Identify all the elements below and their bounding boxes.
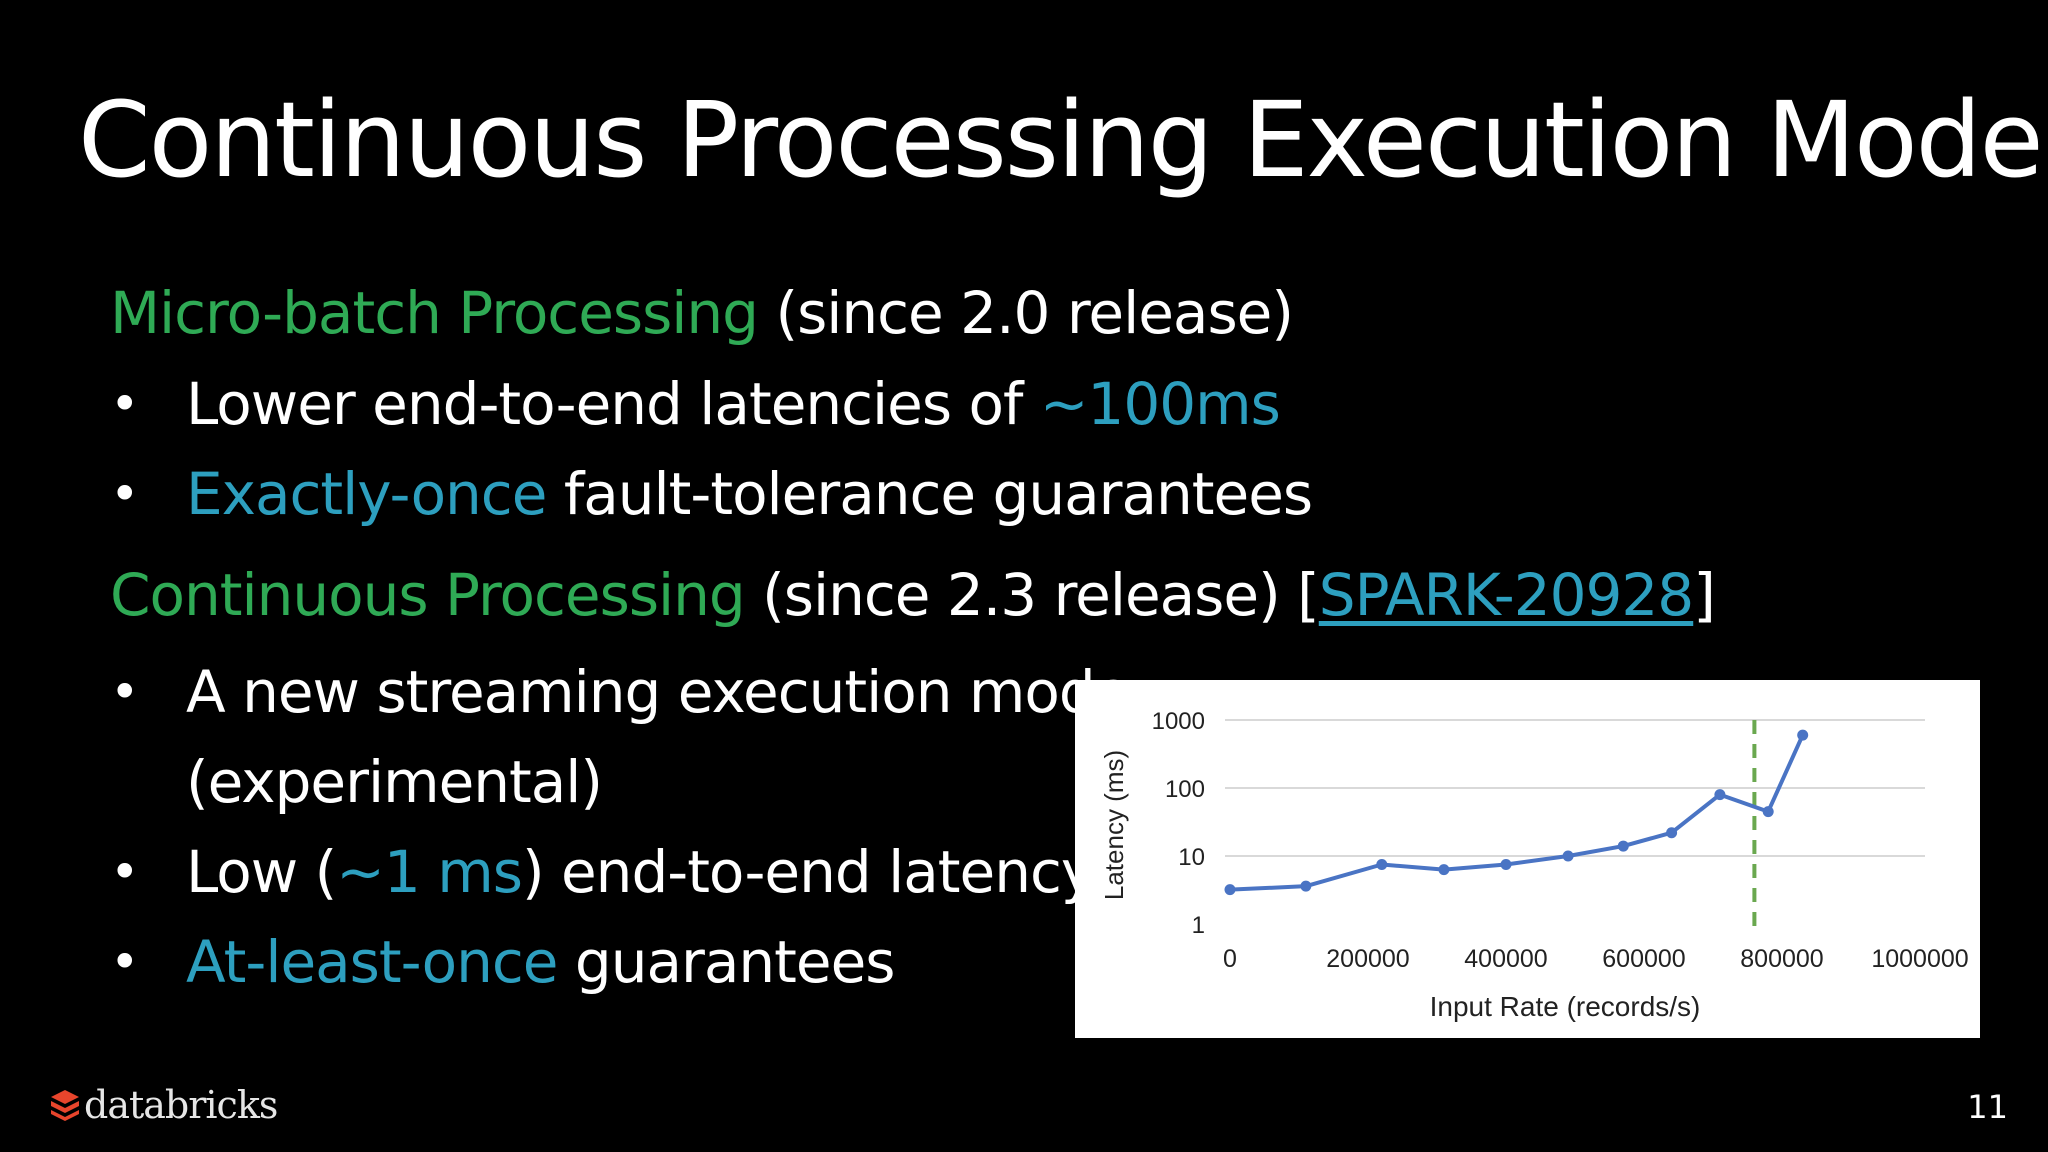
latency-chart-svg: Latency (ms) Input Rate (records/s) 1 10 1… xyxy=(1099,708,1969,1022)
data-point xyxy=(1500,858,1512,870)
databricks-logo-text: databricks xyxy=(84,1083,278,1127)
x-tick-label: 600000 xyxy=(1602,945,1685,973)
x-tick-label: 0 xyxy=(1223,945,1237,973)
data-point xyxy=(1376,858,1388,870)
bullet-highlight: ~1 ms xyxy=(336,838,523,906)
bullet-dot: • xyxy=(110,663,140,721)
y-axis-label: Latency (ms) xyxy=(1099,750,1129,900)
bullet-highlight: At-least-once xyxy=(186,928,558,996)
data-point xyxy=(1797,729,1809,741)
continuous-heading: Continuous Processing (since 2.3 release… xyxy=(110,555,1716,635)
page-number: 11 xyxy=(1967,1088,2008,1126)
x-tick-label: 400000 xyxy=(1464,945,1547,973)
data-point xyxy=(1562,850,1574,862)
x-tick-label: 200000 xyxy=(1326,945,1409,973)
bullet-dot: • xyxy=(110,843,140,901)
x-axis-label: Input Rate (records/s) xyxy=(1430,991,1701,1022)
bullet-new-mode: A new streaming execution mode xyxy=(186,658,1130,726)
data-point xyxy=(1438,864,1450,876)
bullet-dot: • xyxy=(110,375,140,433)
micro-batch-heading: Micro-batch Processing (since 2.0 releas… xyxy=(110,273,1294,353)
slide-title: Continuous Processing Execution Mode xyxy=(78,79,2044,201)
micro-batch-label: Micro-batch Processing xyxy=(110,279,759,347)
bullet-new-mode-cont: (experimental) xyxy=(186,748,603,816)
databricks-logo: databricks xyxy=(50,1080,278,1130)
databricks-logo-icon xyxy=(51,1090,79,1121)
data-point xyxy=(1617,840,1629,852)
bullet-highlight: ~100ms xyxy=(1039,370,1281,438)
series-line xyxy=(1229,734,1805,892)
x-tick-label: 800000 xyxy=(1740,945,1823,973)
bullet-low-latency: Low (~1 ms) end-to-end latency xyxy=(186,832,1095,912)
x-tick-label: 1000000 xyxy=(1871,945,1968,973)
y-tick-label: 1 xyxy=(1192,912,1205,939)
continuous-release: (since 2.3 release) [ xyxy=(744,561,1320,629)
bullet-text-after: fault-tolerance guarantees xyxy=(546,460,1313,528)
spark-jira-link[interactable]: SPARK-20928 xyxy=(1318,561,1694,629)
bullet-latency-100ms: Lower end-to-end latencies of ~100ms xyxy=(186,364,1281,444)
bullet-exactly-once: Exactly-once fault-tolerance guarantees xyxy=(186,454,1313,534)
micro-batch-release: (since 2.0 release) xyxy=(758,279,1294,347)
bracket-close: ] xyxy=(1693,561,1716,629)
continuous-label: Continuous Processing xyxy=(110,561,746,629)
data-point xyxy=(1300,880,1312,892)
bullet-text-before: Lower end-to-end latencies of xyxy=(186,370,1040,438)
data-point xyxy=(1224,884,1236,896)
y-tick-label: 10 xyxy=(1178,844,1205,871)
bullet-text-before: Low ( xyxy=(186,838,337,906)
data-point xyxy=(1666,827,1678,839)
bullet-text-after: ) end-to-end latency xyxy=(521,838,1095,906)
latency-chart: Latency (ms) Input Rate (records/s) 1 10 1… xyxy=(1075,680,1980,1038)
y-tick-label: 1000 xyxy=(1152,708,1205,735)
data-point xyxy=(1714,789,1726,801)
bullet-highlight: Exactly-once xyxy=(186,460,547,528)
bullet-text-after: guarantees xyxy=(557,928,896,996)
bullet-dot: • xyxy=(110,465,140,523)
data-point xyxy=(1762,806,1774,818)
bullet-at-least-once: At-least-once guarantees xyxy=(186,922,896,1002)
bullet-dot: • xyxy=(110,933,140,991)
y-tick-label: 100 xyxy=(1165,776,1205,803)
